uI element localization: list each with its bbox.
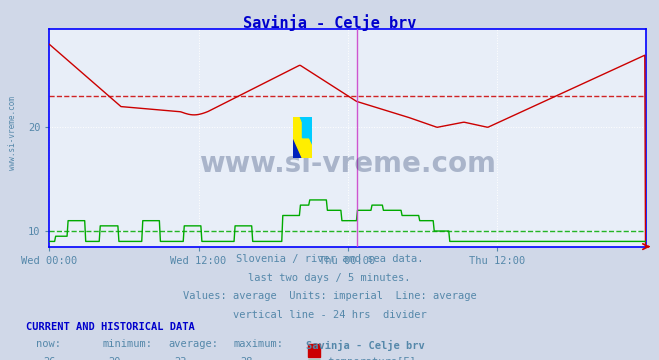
Polygon shape	[293, 117, 312, 158]
Text: CURRENT AND HISTORICAL DATA: CURRENT AND HISTORICAL DATA	[26, 322, 195, 332]
Text: vertical line - 24 hrs  divider: vertical line - 24 hrs divider	[233, 310, 426, 320]
Text: 26: 26	[43, 357, 55, 360]
Polygon shape	[299, 117, 312, 146]
Text: average:: average:	[168, 339, 218, 350]
Text: 28: 28	[241, 357, 253, 360]
Text: www.si-vreme.com: www.si-vreme.com	[8, 96, 17, 170]
Text: minimum:: minimum:	[102, 339, 152, 350]
Text: Slovenia / river and sea data.: Slovenia / river and sea data.	[236, 254, 423, 264]
Text: maximum:: maximum:	[234, 339, 284, 350]
Text: temperature[F]: temperature[F]	[322, 357, 416, 360]
Bar	[302, 117, 312, 138]
Text: Savinja - Celje brv: Savinja - Celje brv	[306, 339, 425, 351]
Bar	[293, 138, 312, 158]
Text: Values: average  Units: imperial  Line: average: Values: average Units: imperial Line: av…	[183, 291, 476, 301]
Text: 20: 20	[109, 357, 121, 360]
Text: last two days / 5 minutes.: last two days / 5 minutes.	[248, 273, 411, 283]
Text: now:: now:	[36, 339, 61, 350]
Text: www.si-vreme.com: www.si-vreme.com	[199, 150, 496, 178]
Text: 23: 23	[175, 357, 187, 360]
Text: Savinja - Celje brv: Savinja - Celje brv	[243, 14, 416, 31]
Polygon shape	[301, 117, 312, 142]
Bar	[293, 117, 302, 138]
